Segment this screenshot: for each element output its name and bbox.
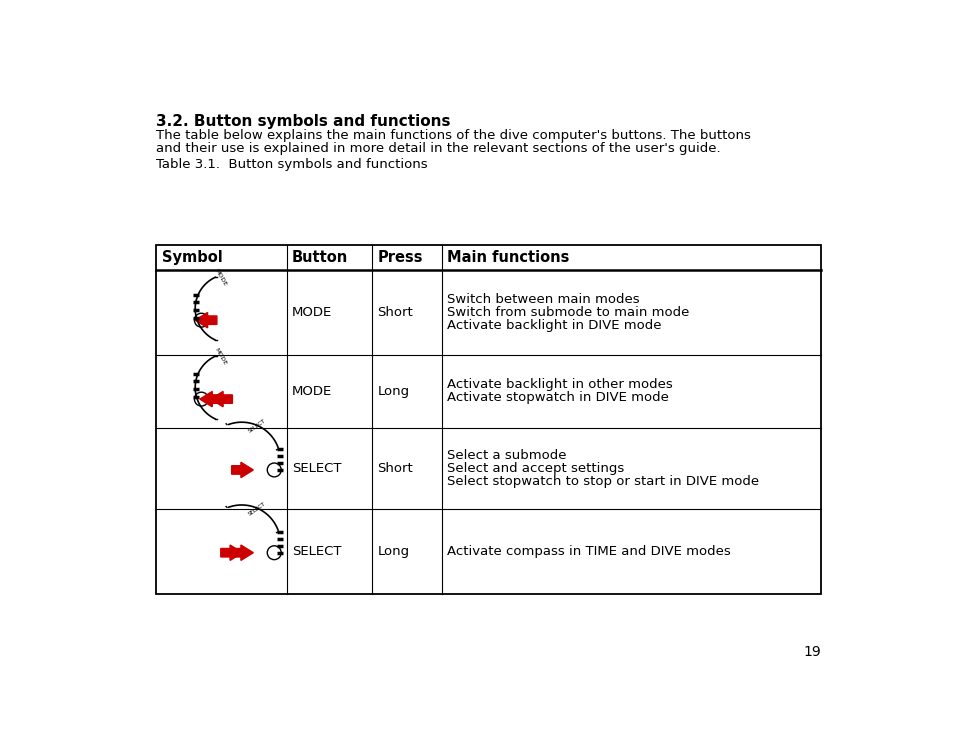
Text: 3.2. Button symbols and functions: 3.2. Button symbols and functions <box>156 114 451 129</box>
FancyArrow shape <box>220 545 242 560</box>
Text: Long: Long <box>377 385 409 398</box>
Text: and their use is explained in more detail in the relevant sections of the user's: and their use is explained in more detai… <box>156 142 720 155</box>
Text: Activate backlight in other modes: Activate backlight in other modes <box>447 378 672 392</box>
FancyArrow shape <box>199 392 221 407</box>
Text: Select stopwatch to stop or start in DIVE mode: Select stopwatch to stop or start in DIV… <box>447 475 759 488</box>
Text: SELECT: SELECT <box>247 418 267 434</box>
Text: MODE: MODE <box>213 347 228 367</box>
Text: MODE: MODE <box>292 385 332 398</box>
Text: Short: Short <box>377 462 413 475</box>
FancyArrow shape <box>211 392 233 407</box>
Bar <box>156 246 821 593</box>
Text: SELECT: SELECT <box>247 501 267 516</box>
FancyArrow shape <box>232 462 253 478</box>
Text: 19: 19 <box>802 645 821 659</box>
Text: Select a submode: Select a submode <box>447 449 566 462</box>
Text: Symbol: Symbol <box>162 249 222 265</box>
Text: The table below explains the main functions of the dive computer's buttons. The : The table below explains the main functi… <box>156 129 751 142</box>
Text: Table 3.1.  Button symbols and functions: Table 3.1. Button symbols and functions <box>156 159 428 172</box>
Text: Button: Button <box>292 249 348 265</box>
Text: MODE: MODE <box>292 306 332 319</box>
Text: MODE: MODE <box>213 268 228 287</box>
Text: SELECT: SELECT <box>292 462 341 475</box>
FancyArrow shape <box>232 545 253 560</box>
Text: Long: Long <box>377 544 409 558</box>
Text: Select and accept settings: Select and accept settings <box>447 462 623 475</box>
Text: Press: Press <box>377 249 422 265</box>
Text: Switch from submode to main mode: Switch from submode to main mode <box>447 306 689 319</box>
Text: Switch between main modes: Switch between main modes <box>447 293 639 306</box>
Text: SELECT: SELECT <box>292 544 341 558</box>
Text: Main functions: Main functions <box>447 249 569 265</box>
Text: Activate stopwatch in DIVE mode: Activate stopwatch in DIVE mode <box>447 392 668 404</box>
Text: Activate compass in TIME and DIVE modes: Activate compass in TIME and DIVE modes <box>447 544 730 558</box>
Text: Activate backlight in DIVE mode: Activate backlight in DIVE mode <box>447 319 660 332</box>
Text: Short: Short <box>377 306 413 319</box>
FancyArrow shape <box>195 312 216 328</box>
